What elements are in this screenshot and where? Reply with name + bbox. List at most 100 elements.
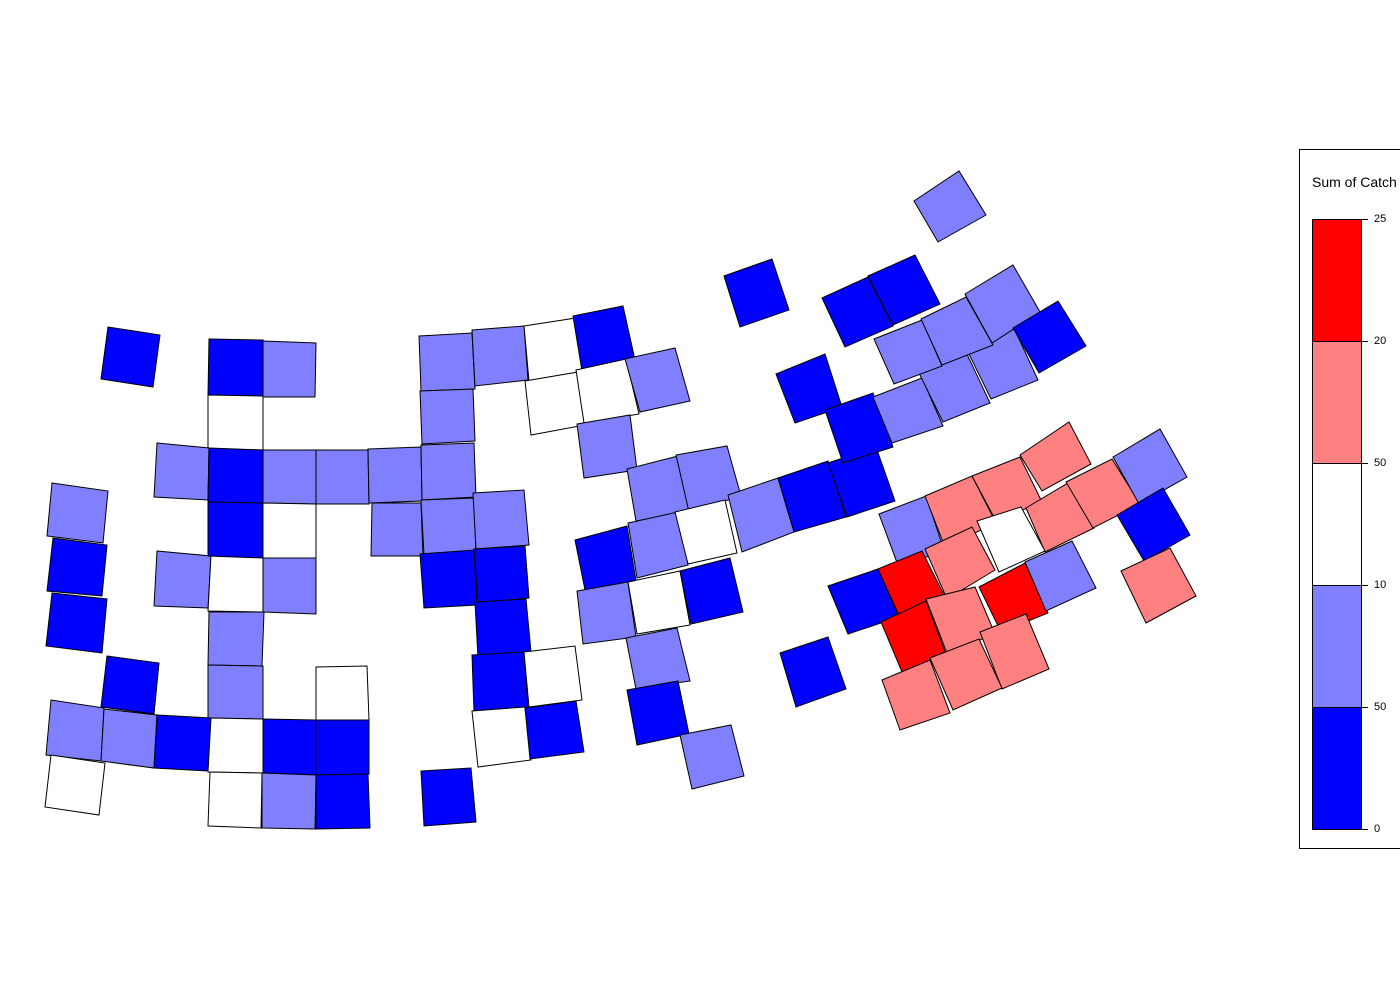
- grid-cell: [153, 714, 212, 772]
- grid-cell: [523, 317, 584, 382]
- legend-tick-label: 50: [1374, 701, 1387, 713]
- legend-tick-label: 20: [1374, 335, 1387, 347]
- grid-cell: [46, 537, 108, 597]
- grid-cell: [574, 525, 637, 591]
- legend-swatch: [1312, 585, 1362, 708]
- grid-cell: [207, 447, 264, 504]
- grid-cell: [1024, 540, 1097, 612]
- legend-tick-label: 50: [1374, 457, 1387, 469]
- grid-cell: [913, 170, 987, 243]
- grid-cell: [262, 502, 317, 559]
- grid-cell: [524, 371, 586, 436]
- legend-tick: [1362, 219, 1368, 220]
- grid-cell: [100, 326, 161, 388]
- grid-cell: [881, 659, 951, 731]
- legend-tick-label: 0: [1374, 823, 1381, 835]
- legend-swatch: [1312, 463, 1362, 586]
- grid-cell: [679, 724, 745, 790]
- grid-cell: [872, 377, 944, 444]
- grid-cell: [978, 562, 1049, 633]
- legend: Sum of Catch 0 50 10 50 20 25: [1299, 149, 1400, 849]
- grid-cell: [207, 554, 264, 613]
- grid-cell: [929, 638, 1003, 711]
- grid-cell: [207, 771, 263, 829]
- legend-tick: [1362, 585, 1368, 586]
- legend-tick: [1362, 829, 1368, 830]
- legend-tick: [1362, 707, 1368, 708]
- grid-cell: [471, 325, 529, 387]
- legend-tick-label: 10: [1374, 579, 1387, 591]
- grid-cell: [627, 511, 689, 579]
- grid-cell: [472, 489, 530, 550]
- grid-cell: [873, 319, 943, 385]
- grid-cell: [207, 394, 264, 451]
- grid-cell: [625, 627, 691, 690]
- grid-cell: [46, 482, 109, 544]
- grid-cell: [920, 296, 994, 366]
- grid-cell: [419, 388, 476, 445]
- grid-cell: [473, 545, 530, 604]
- grid-cell: [867, 254, 941, 326]
- grid-cell: [575, 358, 640, 424]
- legend-title: Sum of Catch: [1312, 174, 1397, 190]
- grid-cell: [1116, 487, 1191, 562]
- grid-cell: [474, 598, 532, 659]
- grid-cell: [261, 772, 317, 830]
- grid-cell: [100, 708, 158, 769]
- grid-cell: [576, 581, 637, 645]
- grid-cell: [207, 501, 264, 559]
- grid-cell: [420, 767, 477, 827]
- legend-swatch: [1312, 219, 1362, 342]
- grid-cell: [979, 613, 1050, 690]
- grid-cell: [207, 338, 264, 397]
- grid-cell: [1012, 300, 1087, 374]
- grid-cell: [262, 449, 317, 505]
- grid-cell: [679, 557, 744, 625]
- legend-tick: [1362, 463, 1368, 464]
- grid-cell: [524, 700, 585, 760]
- grid-cell: [207, 611, 265, 667]
- grid-cell: [471, 651, 529, 713]
- grid-cell: [315, 449, 370, 505]
- grid-cell: [370, 502, 424, 557]
- grid-cell: [723, 258, 790, 328]
- grid-cell: [777, 460, 847, 533]
- grid-cell: [420, 497, 477, 556]
- grid-cell: [315, 665, 370, 721]
- grid-cell: [315, 719, 370, 776]
- grid-cell: [624, 347, 691, 413]
- grid-cell: [523, 645, 583, 708]
- grid-cell: [418, 332, 476, 392]
- grid-cell: [262, 557, 317, 615]
- grid-cell: [153, 442, 210, 501]
- grid-cell: [976, 506, 1046, 573]
- grid-cell: [45, 699, 105, 762]
- legend-tick-label: 25: [1374, 213, 1387, 225]
- grid-cell: [627, 570, 691, 635]
- grid-cell: [262, 340, 317, 398]
- grid-cell: [153, 550, 212, 609]
- grid-cell: [824, 392, 894, 464]
- grid-cell: [44, 754, 106, 816]
- grid-cell: [1120, 547, 1197, 624]
- catch-grid-map: [44, 170, 1197, 830]
- grid-cell: [471, 706, 532, 768]
- grid-cell: [100, 655, 160, 715]
- grid-cell: [419, 549, 478, 609]
- legend-tick: [1362, 341, 1368, 342]
- grid-cell: [779, 636, 847, 708]
- grid-cell: [1019, 421, 1092, 492]
- grid-cell: [674, 499, 738, 565]
- grid-cell: [262, 718, 317, 776]
- legend-swatch: [1312, 707, 1362, 830]
- grid-cell: [924, 526, 996, 600]
- grid-cell: [207, 717, 264, 774]
- grid-cell: [420, 442, 477, 501]
- grid-cell: [1112, 428, 1188, 505]
- legend-color-bar: 0 50 10 50 20 25: [1312, 213, 1386, 835]
- legend-swatch: [1312, 341, 1362, 464]
- grid-cell: [207, 664, 264, 720]
- grid-cell: [315, 773, 371, 830]
- grid-cell: [367, 446, 423, 504]
- grid-cell: [821, 276, 894, 348]
